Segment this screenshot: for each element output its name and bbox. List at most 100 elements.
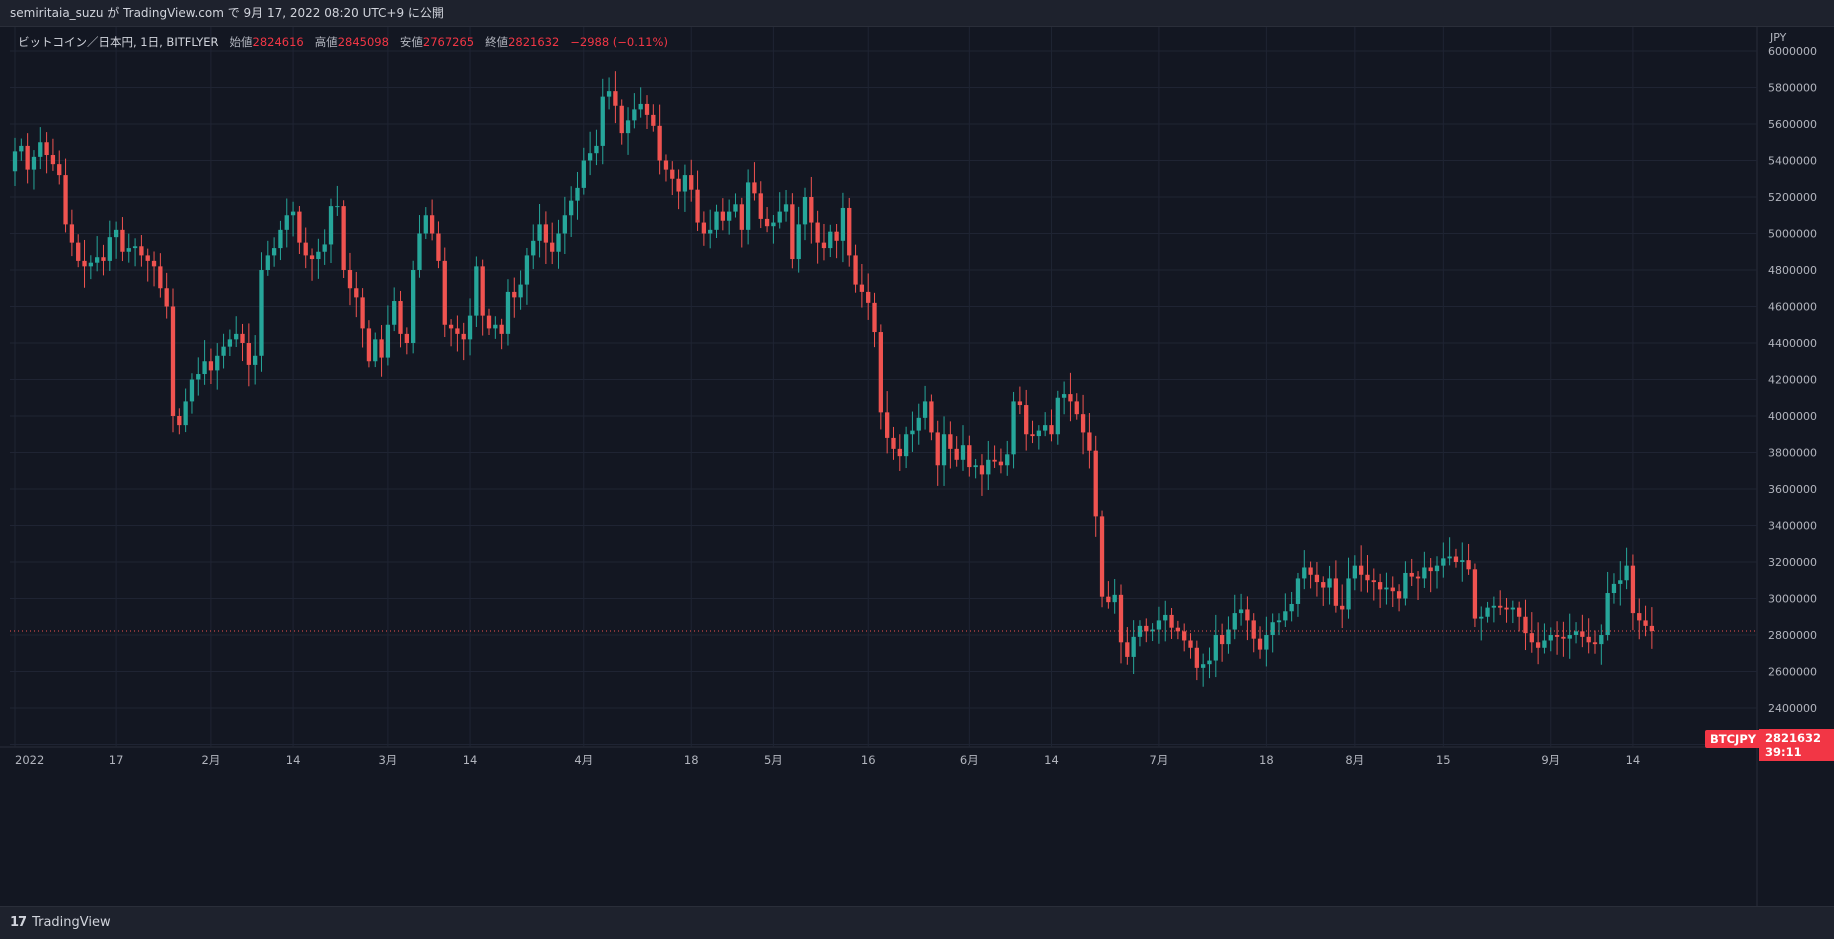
candle-body [1150, 629, 1155, 632]
candle-body [1434, 565, 1440, 572]
candle-body [1112, 594, 1117, 603]
candle-body [676, 178, 681, 192]
candle-body [1270, 622, 1275, 635]
candles [10, 71, 1757, 687]
candle-body [1403, 572, 1408, 599]
candle-body [916, 417, 921, 431]
candle-body [1498, 605, 1503, 608]
candle-body [524, 255, 530, 285]
candle-body [1630, 565, 1636, 614]
candle-body [1144, 625, 1149, 632]
ohlc-legend: ビットコイン／日本円, 1日, BITFLYER 始値2824616 高値284… [18, 34, 668, 50]
tradingview-logo[interactable]: 𝟭𝟳 TradingView [10, 915, 111, 930]
tradingview-logo-icon: 𝟭𝟳 [10, 915, 27, 930]
candle-body [1472, 569, 1478, 619]
legend-close-label: 終値 [485, 35, 509, 49]
candle-body [1238, 609, 1244, 614]
candle-body [752, 182, 757, 194]
candle-body [1321, 582, 1326, 588]
candle-body [1093, 450, 1098, 517]
candle-body [183, 401, 188, 426]
candle-body [1649, 625, 1655, 632]
candle-body [537, 224, 542, 241]
candle-body [139, 246, 144, 256]
candle-body [922, 401, 928, 418]
candle-body [1453, 556, 1459, 562]
candle-body [1592, 642, 1598, 645]
chart-area[interactable]: JPY 6000000 5800000 5600000 5400000 5200000 50… [0, 27, 1834, 906]
candle-body [1415, 576, 1421, 579]
candle-body [31, 156, 37, 170]
candle-body [657, 125, 662, 161]
candle-body [354, 288, 359, 298]
candle-body [208, 361, 214, 371]
legend-high-label: 高値 [314, 35, 338, 49]
candle-body [234, 333, 239, 340]
candle-body [455, 328, 460, 334]
candle-body [1466, 560, 1471, 570]
candle-body [758, 193, 763, 219]
candle-body [638, 103, 643, 110]
y-tick-label: 5000000 [1768, 228, 1817, 241]
candle-body [1308, 567, 1313, 575]
candle-body [328, 206, 334, 245]
candle-body [518, 284, 523, 298]
candle-body [1106, 596, 1111, 603]
candle-body [379, 339, 384, 358]
candle-body [714, 211, 719, 230]
candle-body [25, 145, 30, 170]
x-tick-label: 14 [286, 753, 301, 767]
candle-body [986, 459, 991, 475]
y-tick-label: 3800000 [1768, 447, 1817, 460]
candle-body [840, 207, 846, 241]
candle-body [689, 175, 694, 190]
x-tick-label: 4月 [574, 753, 593, 767]
candle-body [587, 153, 593, 161]
x-tick-label: 14 [1044, 753, 1059, 767]
candle-body [19, 145, 24, 152]
candle-body [625, 120, 631, 134]
candle-body [1219, 635, 1225, 645]
candle-body [1201, 664, 1206, 668]
candle-body [632, 109, 637, 121]
candle-body [1561, 636, 1566, 639]
x-tick-label: 7月 [1150, 753, 1169, 767]
candle-body [1043, 425, 1048, 431]
candle-body [935, 432, 940, 466]
candle-body [809, 197, 814, 223]
candle-body [411, 270, 416, 343]
candle-body [606, 91, 612, 97]
candle-body [1611, 583, 1617, 594]
candle-body [322, 244, 327, 252]
candle-body [44, 142, 49, 156]
candle-body [796, 224, 801, 260]
candle-body [76, 242, 81, 261]
candle-body [903, 434, 909, 457]
time-axis[interactable]: 2022 17 2月 14 3月 14 4月 18 5月 16 6月 14 7月 18 8月 15 9月 14 [15, 753, 1640, 767]
candle-body [1504, 607, 1509, 610]
candle-body [866, 291, 871, 303]
candle-body [960, 445, 966, 460]
candle-body [853, 255, 858, 285]
candle-body [745, 182, 751, 230]
y-tick-label: 3400000 [1768, 520, 1817, 533]
candle-body [1226, 629, 1231, 645]
candle-body [1080, 414, 1086, 433]
candle-body [284, 215, 289, 230]
candle-body [600, 96, 605, 146]
candle-body [708, 229, 713, 234]
candle-body [366, 328, 372, 362]
y-tick-label: 3000000 [1768, 593, 1817, 606]
candle-body [132, 246, 138, 249]
x-tick-label: 18 [1259, 753, 1274, 767]
x-tick-label: 16 [861, 753, 876, 767]
candle-body [1371, 580, 1376, 583]
x-tick-label: 14 [1626, 753, 1641, 767]
candle-body [1396, 591, 1402, 599]
candle-body [417, 233, 422, 270]
candle-body [834, 231, 839, 241]
candle-body [360, 297, 365, 329]
candle-body [897, 448, 902, 457]
